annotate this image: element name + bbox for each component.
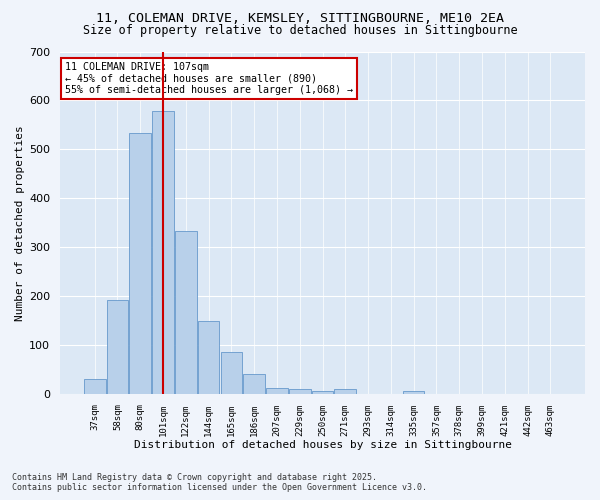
Bar — [244, 374, 265, 394]
Bar — [84, 379, 106, 394]
Bar — [107, 300, 128, 394]
Text: Contains HM Land Registry data © Crown copyright and database right 2025.
Contai: Contains HM Land Registry data © Crown c… — [12, 473, 427, 492]
Bar — [289, 389, 311, 394]
Bar — [152, 111, 174, 394]
Bar — [130, 132, 151, 394]
Bar — [334, 389, 356, 394]
Bar — [198, 322, 220, 394]
Text: 11 COLEMAN DRIVE: 107sqm
← 45% of detached houses are smaller (890)
55% of semi-: 11 COLEMAN DRIVE: 107sqm ← 45% of detach… — [65, 62, 353, 95]
Bar — [266, 388, 288, 394]
Bar — [311, 392, 334, 394]
X-axis label: Distribution of detached houses by size in Sittingbourne: Distribution of detached houses by size … — [134, 440, 512, 450]
Y-axis label: Number of detached properties: Number of detached properties — [15, 125, 25, 320]
Text: Size of property relative to detached houses in Sittingbourne: Size of property relative to detached ho… — [83, 24, 517, 37]
Bar — [403, 392, 424, 394]
Text: 11, COLEMAN DRIVE, KEMSLEY, SITTINGBOURNE, ME10 2EA: 11, COLEMAN DRIVE, KEMSLEY, SITTINGBOURN… — [96, 12, 504, 26]
Bar — [221, 352, 242, 394]
Bar — [175, 231, 197, 394]
